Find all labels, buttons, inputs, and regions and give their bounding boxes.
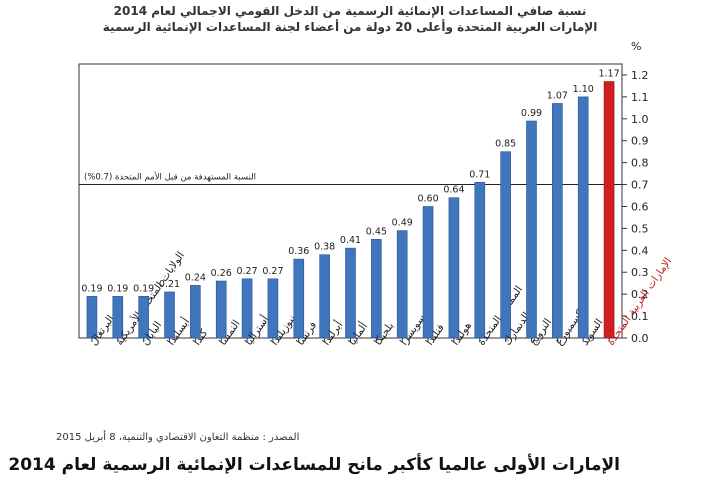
bar-value-label: 0.64 bbox=[443, 185, 464, 196]
bar bbox=[371, 239, 382, 339]
y-tick-label: 0.3 bbox=[631, 266, 649, 279]
bar-value-label: 0.36 bbox=[288, 246, 309, 257]
bar-chart: 0.0 0.1 0.2 0.3 0.4 0.5 0.6 0.7 0.8 0.9 1.0 1.1 1.2%… bbox=[78, 40, 674, 348]
bar bbox=[396, 230, 408, 339]
bar bbox=[293, 258, 305, 339]
bar bbox=[345, 247, 356, 339]
bar bbox=[448, 197, 460, 339]
y-unit-label: % bbox=[631, 40, 641, 53]
bar bbox=[319, 254, 330, 339]
y-tick-label: 0.2 bbox=[631, 288, 649, 301]
chart-subtitle: الإمارات العربية المتحدة وأعلى 20 دولة م… bbox=[102, 20, 598, 34]
bar-value-label: 0.19 bbox=[133, 283, 154, 294]
chart-title: نسبة صافي المساعدات الإنمائية الرسمية من… bbox=[113, 4, 587, 18]
bar-value-label: 0.71 bbox=[469, 169, 490, 180]
bar bbox=[500, 151, 511, 339]
y-tick-label: 1.2 bbox=[631, 69, 649, 82]
bar-value-label: 1.10 bbox=[573, 84, 594, 95]
y-tick-label: 0.5 bbox=[631, 222, 649, 235]
bar-value-label: 0.24 bbox=[185, 272, 206, 283]
bar bbox=[577, 96, 589, 339]
bar bbox=[526, 120, 537, 339]
bar-value-label: 0.60 bbox=[417, 193, 438, 204]
source-note: المصدر : منظمة التعاون الاقتصادي والتنمي… bbox=[56, 432, 300, 443]
y-tick-label: 0.8 bbox=[631, 157, 649, 170]
bar-value-label: 0.99 bbox=[521, 108, 542, 119]
bar-value-label: 0.19 bbox=[107, 283, 128, 294]
bar-value-label: 0.19 bbox=[81, 283, 102, 294]
bar bbox=[603, 81, 615, 339]
bar bbox=[552, 103, 563, 339]
y-tick-label: 0.6 bbox=[631, 200, 649, 213]
bar-value-label: 0.27 bbox=[236, 266, 257, 277]
bar-value-label: 0.27 bbox=[262, 266, 283, 277]
headline: الإمارات الأولى عالميا كأكبر مانح للمساع… bbox=[8, 455, 620, 475]
bar-value-label: 1.17 bbox=[598, 69, 619, 80]
y-tick-label: 0.7 bbox=[631, 179, 649, 192]
bar-value-label: 0.26 bbox=[211, 268, 232, 279]
chart-titles: نسبة صافي المساعدات الإنمائية الرسمية من… bbox=[100, 3, 600, 35]
y-tick-label: 0.4 bbox=[631, 244, 649, 257]
bar-value-label: 0.49 bbox=[392, 218, 413, 229]
bar-value-label: 0.45 bbox=[366, 226, 387, 237]
y-tick-label: 0.9 bbox=[631, 135, 649, 148]
y-tick-label: 1.1 bbox=[631, 91, 649, 104]
y-tick-label: 0.1 bbox=[631, 310, 649, 323]
bar-value-label: 0.38 bbox=[314, 242, 335, 253]
bar bbox=[474, 182, 486, 339]
bar-value-label: 0.85 bbox=[495, 139, 516, 150]
reference-line-label: النسبة المستهدفة من قبل الأمم المتحدة (0… bbox=[84, 172, 256, 183]
bar bbox=[422, 206, 434, 339]
y-tick-label: 1.0 bbox=[631, 113, 649, 126]
bar-value-label: 0.41 bbox=[340, 235, 361, 246]
bar-value-label: 1.07 bbox=[547, 90, 568, 101]
y-tick-label: 0.0 bbox=[631, 332, 649, 345]
bar-value-label: 0.21 bbox=[159, 279, 180, 290]
